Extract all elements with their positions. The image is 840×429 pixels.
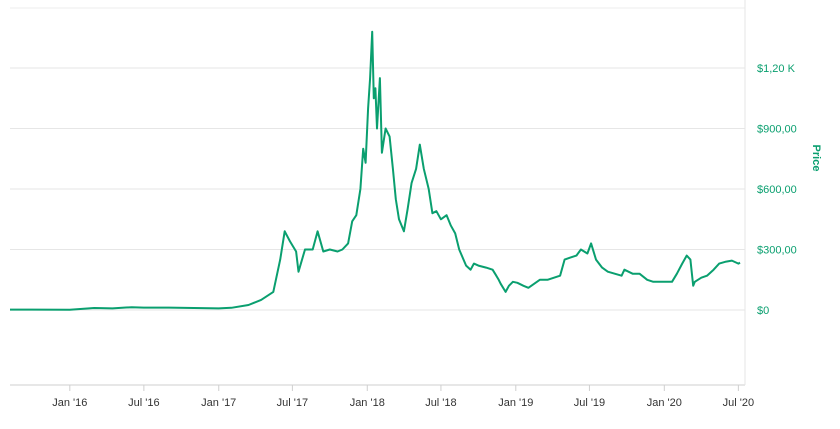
y-tick-label: $300,00 (757, 245, 797, 257)
y-tick-labels: $0 $300,00 $600,00 $900,00 $1,20 K (757, 63, 797, 317)
y-axis-title: Price (810, 145, 822, 172)
x-tick-marks (69, 385, 739, 391)
y-tick-label: $900,00 (757, 124, 797, 136)
x-tick-label: Jan '17 (201, 397, 236, 409)
x-tick-labels: Jan '16 Jul '16 Jan '17 Jul '17 Jan '18 Jul '… (52, 397, 754, 409)
x-tick-label: Jan '18 (350, 397, 385, 409)
gridlines (10, 7, 745, 311)
y-tick-label: $1,20 K (757, 63, 796, 75)
x-tick-label: Jul '20 (723, 397, 754, 409)
x-tick-label: Jan '20 (647, 397, 682, 409)
x-tick-label: Jul '17 (277, 397, 308, 409)
x-tick-label: Jul '19 (574, 397, 605, 409)
x-tick-label: Jan '16 (52, 397, 87, 409)
x-tick-label: Jul '18 (425, 397, 456, 409)
x-tick-label: Jan '19 (498, 397, 533, 409)
y-tick-label: $600,00 (757, 184, 797, 196)
price-series-line (10, 30, 741, 311)
x-tick-label: Jul '16 (128, 397, 159, 409)
y-tick-label: $0 (757, 305, 769, 317)
